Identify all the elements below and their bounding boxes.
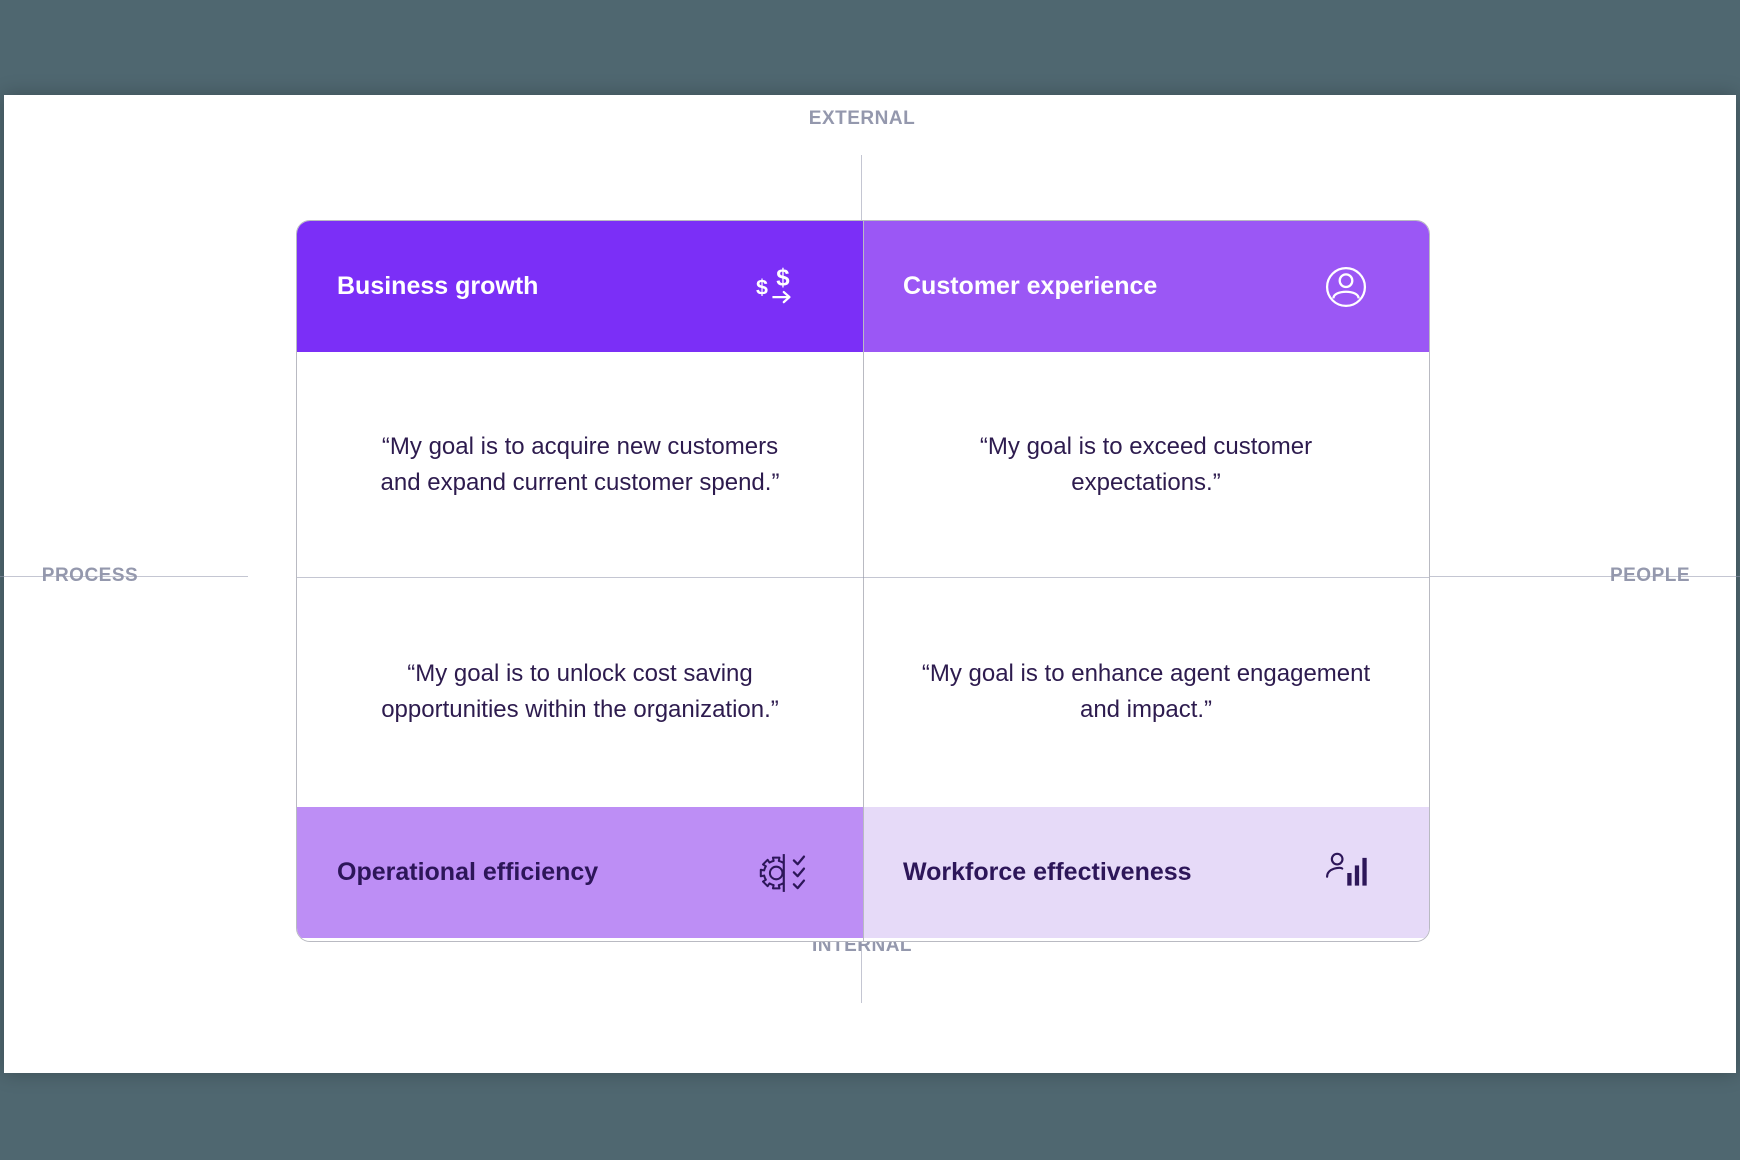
svg-text:$: $	[776, 264, 789, 291]
svg-text:$: $	[756, 275, 768, 299]
